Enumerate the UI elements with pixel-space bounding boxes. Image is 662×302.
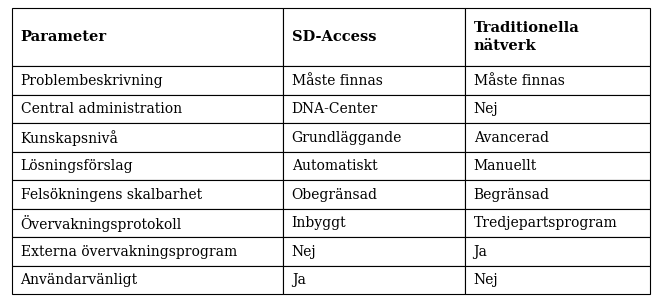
- Text: Grundläggande: Grundläggande: [292, 131, 402, 145]
- Text: Kunskapsnivå: Kunskapsnivå: [21, 130, 118, 146]
- Text: Externa övervakningsprogram: Externa övervakningsprogram: [21, 245, 237, 259]
- Bar: [465, 66, 650, 95]
- Bar: [12, 95, 283, 124]
- Text: Ja: Ja: [473, 245, 487, 259]
- Bar: [465, 266, 650, 294]
- Bar: [12, 209, 283, 237]
- Bar: [12, 124, 283, 152]
- Bar: [283, 266, 465, 294]
- Text: Obegränsad: Obegränsad: [292, 188, 378, 202]
- Text: Måste finnas: Måste finnas: [292, 74, 383, 88]
- Bar: [283, 124, 465, 152]
- Text: Lösningsförslag: Lösningsförslag: [21, 159, 133, 173]
- Text: Nej: Nej: [292, 245, 316, 259]
- Bar: [465, 209, 650, 237]
- Text: DNA-Center: DNA-Center: [292, 102, 378, 116]
- Text: Traditionella
nätverk: Traditionella nätverk: [473, 21, 579, 53]
- Bar: [12, 180, 283, 209]
- Bar: [465, 124, 650, 152]
- Bar: [465, 95, 650, 124]
- Text: SD-Access: SD-Access: [292, 30, 376, 44]
- Bar: [465, 8, 650, 66]
- Text: Parameter: Parameter: [21, 30, 107, 44]
- Bar: [12, 237, 283, 266]
- Bar: [465, 152, 650, 180]
- Bar: [283, 180, 465, 209]
- Text: Felsökningens skalbarhet: Felsökningens skalbarhet: [21, 188, 202, 202]
- Text: Ja: Ja: [292, 273, 306, 287]
- Bar: [283, 95, 465, 124]
- Text: Manuellt: Manuellt: [473, 159, 537, 173]
- Text: Nej: Nej: [473, 273, 498, 287]
- Bar: [283, 237, 465, 266]
- Text: Nej: Nej: [473, 102, 498, 116]
- Bar: [465, 180, 650, 209]
- Text: Begränsad: Begränsad: [473, 188, 549, 202]
- Bar: [12, 8, 283, 66]
- Bar: [12, 266, 283, 294]
- Bar: [465, 237, 650, 266]
- Text: Central administration: Central administration: [21, 102, 181, 116]
- Text: Avancerad: Avancerad: [473, 131, 549, 145]
- Bar: [283, 209, 465, 237]
- Bar: [283, 8, 465, 66]
- Text: Problembeskrivning: Problembeskrivning: [21, 74, 163, 88]
- Text: Automatiskt: Automatiskt: [292, 159, 377, 173]
- Bar: [283, 152, 465, 180]
- Bar: [12, 152, 283, 180]
- Text: Inbyggt: Inbyggt: [292, 216, 346, 230]
- Text: Måste finnas: Måste finnas: [473, 74, 565, 88]
- Bar: [283, 66, 465, 95]
- Text: Övervakningsprotokoll: Övervakningsprotokoll: [21, 215, 182, 232]
- Text: Tredjepartsprogram: Tredjepartsprogram: [473, 216, 618, 230]
- Text: Användarvänligt: Användarvänligt: [21, 273, 138, 287]
- Bar: [12, 66, 283, 95]
